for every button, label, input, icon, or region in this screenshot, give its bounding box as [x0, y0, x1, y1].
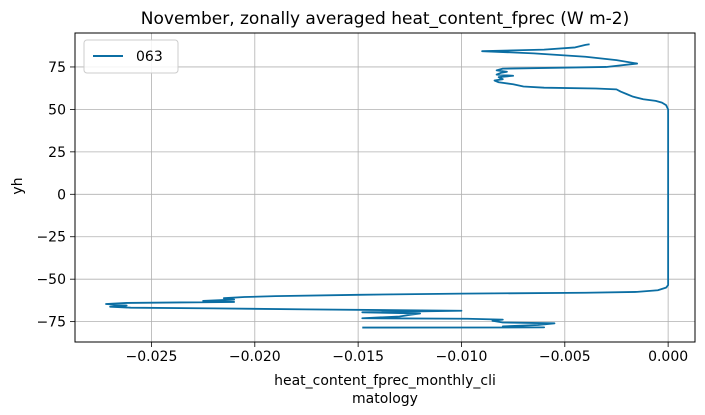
x-tick-label: −0.025 — [126, 349, 178, 365]
y-tick-label: −25 — [36, 230, 66, 246]
y-tick-label: −75 — [36, 315, 66, 331]
x-tick-label: −0.015 — [332, 349, 384, 365]
x-axis-label-line-2: matology — [352, 391, 418, 407]
series-line-063 — [105, 43, 670, 329]
legend-box — [83, 39, 179, 74]
series-layer — [105, 43, 670, 329]
y-tick-label: 75 — [48, 60, 66, 76]
y-axis-label: yh — [10, 177, 26, 194]
x-tick-label: 0.000 — [648, 349, 688, 365]
y-tick-label: −50 — [36, 272, 66, 288]
ticks: −0.025 −0.020 −0.015 −0.010 −0.005 0.000 −75 −5… — [36, 60, 688, 365]
y-tick-label: 50 — [48, 102, 66, 118]
y-tick-label: 0 — [57, 187, 66, 203]
y-tick-label: 25 — [48, 145, 66, 161]
legend-label: 063 — [136, 49, 163, 65]
x-tick-label: −0.020 — [229, 349, 281, 365]
x-tick-label: −0.005 — [539, 349, 591, 365]
grid — [75, 33, 695, 342]
chart-title: November, zonally averaged heat_content_… — [141, 9, 629, 29]
legend: 063 — [83, 39, 179, 74]
x-axis-label-line-1: heat_content_fprec_monthly_cli — [274, 373, 496, 389]
plot-frame — [74, 32, 696, 343]
x-tick-label: −0.010 — [436, 349, 488, 365]
